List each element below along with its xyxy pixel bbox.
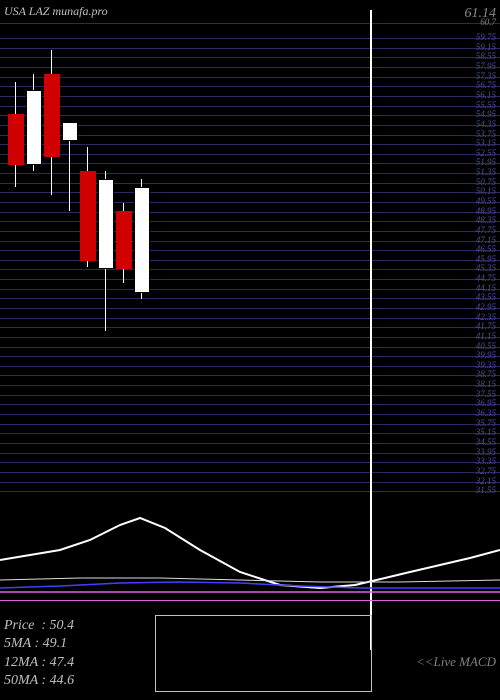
macd-label: <<Live MACD — [416, 654, 496, 670]
info-row-price: Price : 50.4 — [4, 617, 74, 635]
chart-title: USA LAZ munafa.pro — [4, 4, 108, 19]
info-row-12ma: 12MA : 47.4 — [4, 654, 74, 672]
indicator-panel — [0, 500, 500, 610]
lower-info-box — [155, 615, 372, 692]
stock-chart: USA LAZ munafa.pro 61.14 60.759.7559.155… — [0, 0, 500, 700]
info-row-50ma: 50MA : 44.6 — [4, 672, 74, 690]
price-info-box: Price : 50.4 5MA : 49.1 12MA : 47.4 50MA… — [4, 617, 74, 690]
info-row-5ma: 5MA : 49.1 — [4, 635, 74, 653]
top-price-label: 61.14 — [465, 6, 497, 22]
macd-label-text: <<Live MACD — [416, 654, 496, 669]
lower-separator-line — [0, 600, 500, 601]
